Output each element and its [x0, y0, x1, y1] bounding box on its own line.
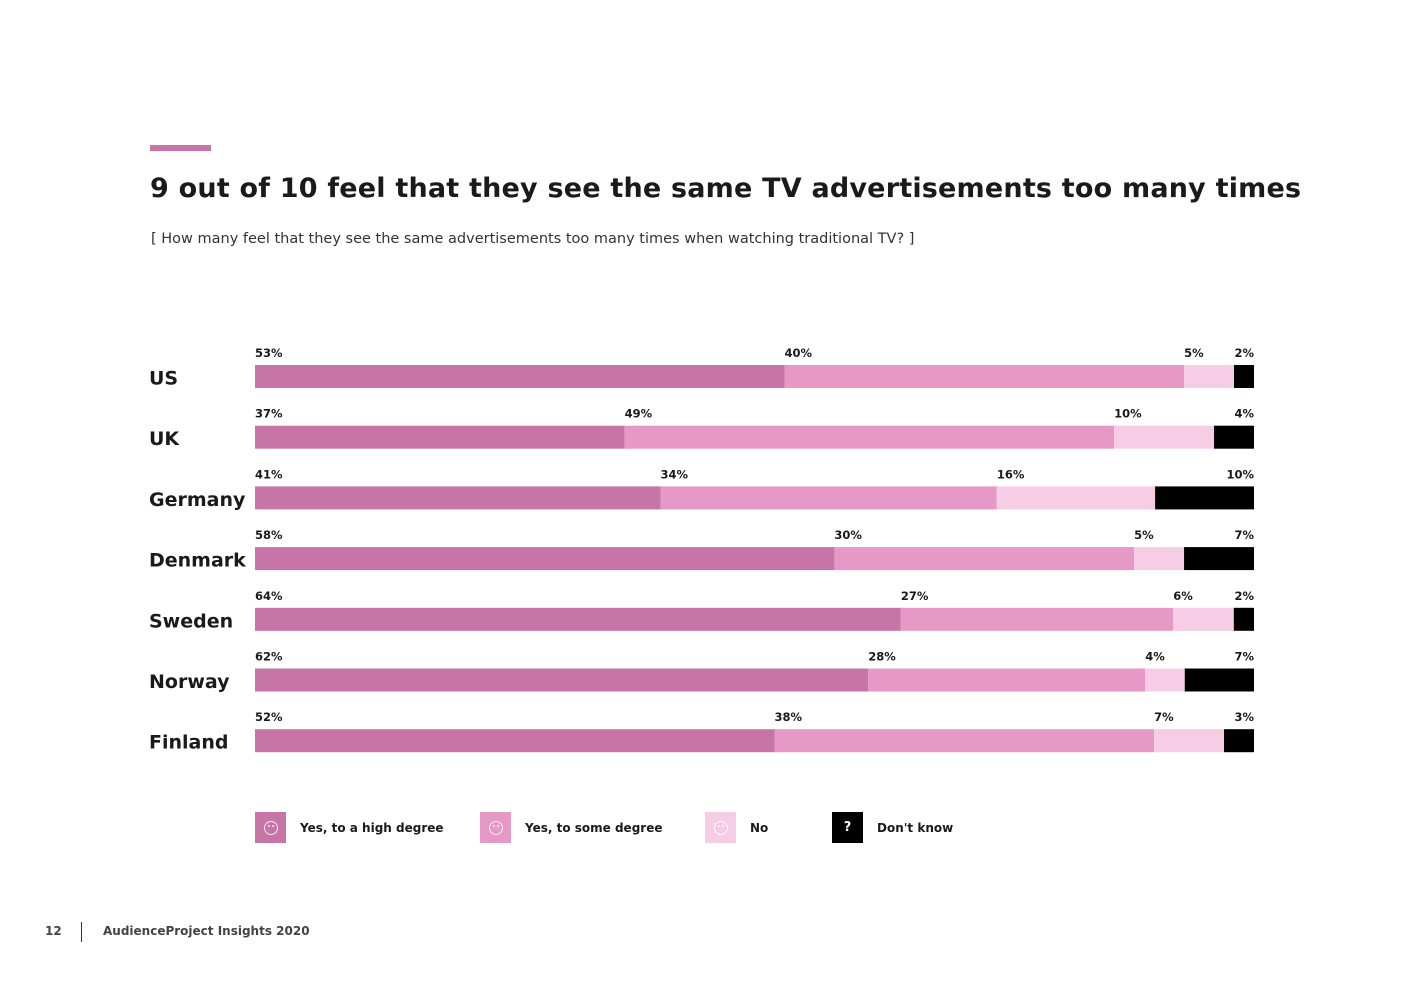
bar-segment	[660, 486, 997, 510]
legend-item-high-degree: Yes, to a high degree	[255, 812, 444, 843]
data-label: 2%	[1234, 589, 1254, 603]
legend-swatch-high-degree	[255, 812, 286, 843]
category-label: Sweden	[149, 610, 233, 632]
question-icon: ?	[843, 820, 852, 835]
data-label: 5%	[1184, 346, 1204, 360]
data-label: 6%	[1173, 589, 1193, 603]
data-label: 49%	[625, 407, 653, 421]
data-label: 5%	[1134, 528, 1154, 542]
bar-segment	[774, 729, 1155, 753]
bar-segment	[1214, 425, 1254, 449]
category-label: Germany	[149, 489, 246, 511]
data-label: 34%	[661, 467, 689, 481]
smile-face-icon	[488, 820, 503, 835]
bar-segment	[255, 729, 775, 753]
bar-segment	[255, 486, 661, 510]
data-label: 27%	[901, 589, 929, 603]
bar-segment	[1145, 668, 1185, 692]
bar-segment	[1184, 668, 1254, 692]
bar-segment	[255, 365, 785, 388]
data-label: 3%	[1234, 710, 1254, 724]
bar-segment	[255, 425, 625, 449]
legend-swatch-dont-know: ?	[832, 812, 863, 843]
legend-label: Yes, to some degree	[525, 820, 663, 835]
data-label: 40%	[784, 346, 812, 360]
page-title: 9 out of 10 feel that they see the same …	[150, 173, 1302, 204]
bar-segment	[1114, 425, 1215, 449]
bar-segment	[255, 607, 901, 631]
bar-segment	[1155, 486, 1254, 510]
happy-face-icon	[713, 820, 728, 835]
footer-divider	[81, 922, 82, 942]
legend-item-some-degree: Yes, to some degree	[480, 812, 662, 843]
data-label: 28%	[868, 650, 896, 664]
data-label: 52%	[255, 710, 283, 724]
legend-item-dont-know: ? Don't know	[832, 812, 953, 843]
data-label: 7%	[1234, 528, 1254, 542]
bar-segment	[624, 425, 1115, 449]
data-label: 16%	[997, 467, 1025, 481]
bar-segment	[1224, 729, 1254, 753]
legend-label: No	[750, 820, 769, 835]
bar-segment	[900, 607, 1174, 631]
data-label: 62%	[255, 650, 283, 664]
bar-segment	[1134, 547, 1185, 571]
page-number: 12	[45, 924, 62, 938]
bar-segment	[1184, 365, 1235, 388]
data-label: 53%	[255, 346, 283, 360]
data-label: 41%	[255, 467, 283, 481]
data-label: 37%	[255, 407, 283, 421]
legend-label: Yes, to a high degree	[300, 820, 444, 835]
title-accent-bar	[150, 145, 211, 151]
data-label: 38%	[774, 710, 802, 724]
stacked-bar-chart: US 53% 40% 5% 2% UK 37% 49% 10% 4% Germany 41% 34% 16…	[149, 346, 1254, 754]
bar-segment	[996, 486, 1156, 510]
bar-segment	[1234, 365, 1254, 388]
bar-segment	[834, 547, 1135, 571]
data-label: 10%	[1114, 407, 1142, 421]
category-label: Finland	[149, 732, 228, 754]
data-label: 4%	[1234, 407, 1254, 421]
data-label: 7%	[1234, 650, 1254, 664]
bar-segment	[1154, 729, 1225, 753]
data-label: 4%	[1145, 650, 1165, 664]
legend-swatch-no	[705, 812, 736, 843]
data-label: 7%	[1154, 710, 1174, 724]
category-label: UK	[149, 428, 180, 450]
category-label: Denmark	[149, 550, 246, 572]
data-label: 64%	[255, 589, 283, 603]
bar-segment	[1233, 607, 1254, 631]
bar-segment	[868, 668, 1146, 692]
data-label: 10%	[1226, 467, 1254, 481]
category-label: US	[149, 368, 178, 390]
footer-publication: AudienceProject Insights 2020	[103, 924, 310, 938]
data-label: 2%	[1234, 346, 1254, 360]
data-label: 58%	[255, 528, 283, 542]
legend-label: Don't know	[877, 820, 954, 835]
sad-face-icon	[263, 820, 278, 835]
bar-segment	[255, 547, 835, 571]
bar-segment	[784, 365, 1185, 388]
bar-segment	[1184, 547, 1254, 571]
bar-segment	[1173, 607, 1234, 631]
bar-segment	[255, 668, 869, 692]
legend-item-no: No	[705, 812, 768, 843]
page-subtitle: [ How many feel that they see the same a…	[151, 231, 915, 247]
data-label: 30%	[834, 528, 862, 542]
category-label: Norway	[149, 671, 230, 693]
legend-swatch-some-degree	[480, 812, 511, 843]
